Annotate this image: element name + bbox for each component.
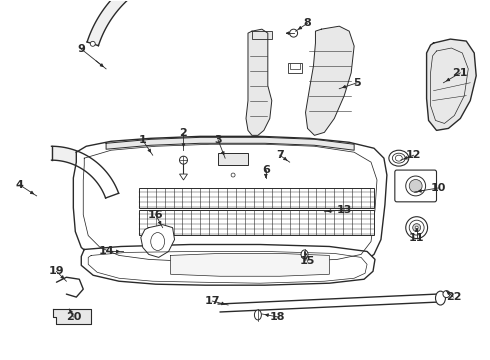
Polygon shape xyxy=(74,136,387,269)
Ellipse shape xyxy=(413,224,420,231)
Ellipse shape xyxy=(389,150,409,166)
Text: 19: 19 xyxy=(49,266,64,276)
Text: 16: 16 xyxy=(148,210,164,220)
Polygon shape xyxy=(306,26,354,135)
Text: 6: 6 xyxy=(262,165,270,175)
Text: 2: 2 xyxy=(180,129,187,138)
Polygon shape xyxy=(51,146,119,198)
Text: 12: 12 xyxy=(406,150,421,160)
Ellipse shape xyxy=(392,153,405,163)
Text: 13: 13 xyxy=(337,205,352,215)
Text: 10: 10 xyxy=(431,183,446,193)
Bar xyxy=(290,63,299,69)
Ellipse shape xyxy=(409,180,422,192)
Ellipse shape xyxy=(90,41,95,46)
Ellipse shape xyxy=(436,291,445,305)
Bar xyxy=(288,63,301,73)
Polygon shape xyxy=(106,137,354,150)
Ellipse shape xyxy=(415,226,418,229)
Text: 14: 14 xyxy=(98,247,114,256)
Text: 7: 7 xyxy=(276,150,284,160)
Polygon shape xyxy=(87,0,167,46)
Text: 1: 1 xyxy=(139,135,147,145)
Bar xyxy=(139,210,374,235)
Ellipse shape xyxy=(395,155,402,161)
Text: 17: 17 xyxy=(204,296,220,306)
Text: 8: 8 xyxy=(304,18,311,28)
Text: 4: 4 xyxy=(16,180,24,190)
Text: 20: 20 xyxy=(66,312,81,322)
Ellipse shape xyxy=(409,220,424,235)
Ellipse shape xyxy=(406,176,426,196)
Text: 5: 5 xyxy=(353,78,361,88)
Ellipse shape xyxy=(301,250,308,259)
Ellipse shape xyxy=(179,156,188,164)
Text: 21: 21 xyxy=(453,68,468,78)
Ellipse shape xyxy=(443,291,450,298)
Polygon shape xyxy=(246,29,272,135)
Ellipse shape xyxy=(151,233,165,251)
Polygon shape xyxy=(179,174,188,180)
Ellipse shape xyxy=(290,29,297,37)
Text: 22: 22 xyxy=(445,292,461,302)
Bar xyxy=(139,188,374,208)
Polygon shape xyxy=(427,39,476,130)
Ellipse shape xyxy=(231,173,235,177)
Polygon shape xyxy=(53,309,91,324)
Text: 15: 15 xyxy=(300,256,315,266)
FancyBboxPatch shape xyxy=(395,170,437,202)
Ellipse shape xyxy=(406,217,428,239)
Bar xyxy=(218,153,248,165)
Polygon shape xyxy=(171,253,329,276)
Polygon shape xyxy=(81,244,375,285)
Text: 9: 9 xyxy=(77,44,85,54)
Text: 3: 3 xyxy=(215,135,222,145)
Polygon shape xyxy=(141,225,174,257)
Text: 18: 18 xyxy=(270,312,286,322)
Text: 11: 11 xyxy=(409,233,424,243)
Bar xyxy=(252,31,272,39)
Ellipse shape xyxy=(254,310,261,320)
